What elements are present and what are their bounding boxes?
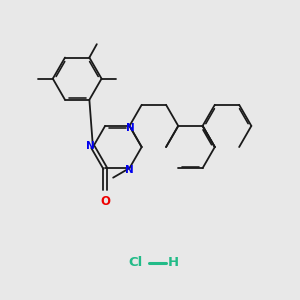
- Text: N: N: [125, 165, 134, 175]
- Text: N: N: [126, 123, 134, 133]
- Text: Cl: Cl: [128, 256, 142, 269]
- Text: O: O: [100, 195, 110, 208]
- Text: H: H: [168, 256, 179, 269]
- Text: N: N: [86, 141, 95, 152]
